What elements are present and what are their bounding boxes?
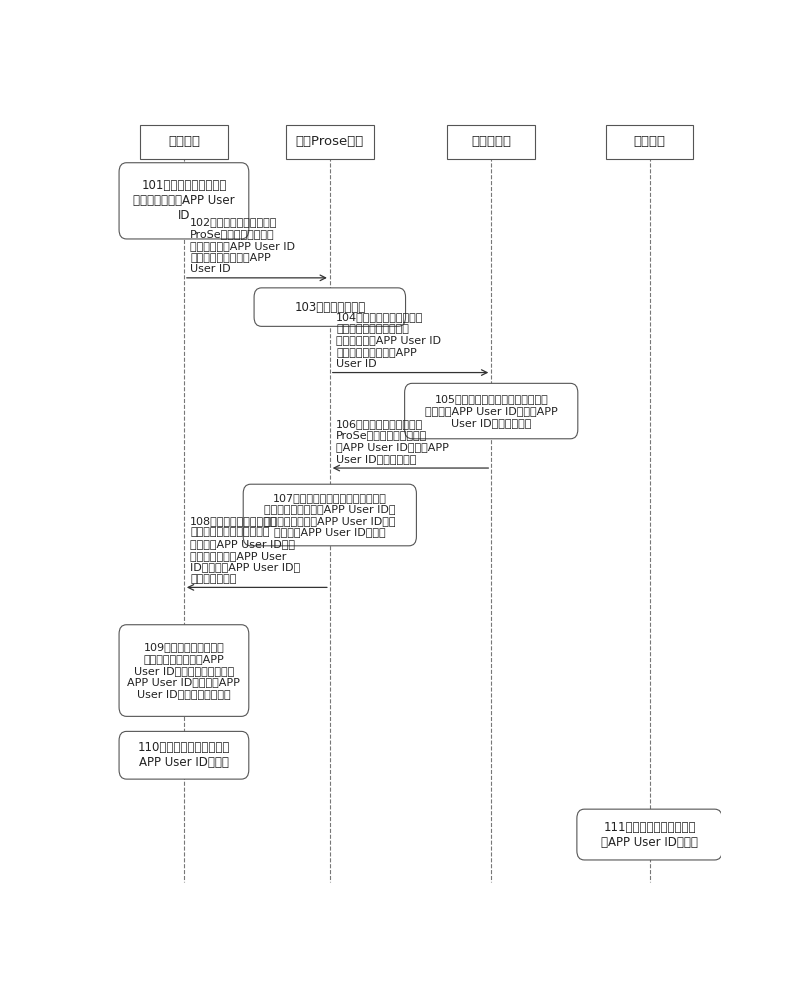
FancyBboxPatch shape bbox=[119, 731, 249, 779]
Text: 第一终端: 第一终端 bbox=[168, 135, 200, 148]
Text: 应用服务器: 应用服务器 bbox=[471, 135, 511, 148]
FancyBboxPatch shape bbox=[140, 125, 227, 158]
FancyBboxPatch shape bbox=[577, 809, 723, 860]
Text: 109、接收第四消息，并
存储第一应用用户的APP
User ID以及第二应用用户的
APP User ID与相应的APP
User ID的码字的对应关系: 109、接收第四消息，并 存储第一应用用户的APP User ID以及第二应用用… bbox=[127, 642, 240, 699]
Text: 103、接收第一消息: 103、接收第一消息 bbox=[294, 301, 365, 314]
Text: 107、接收第三消息，并根据第三消
息将第一应用用户的APP User ID以
及第二应用用户的APP User ID转换
成相应的APP User ID的码字: 107、接收第三消息，并根据第三消 息将第一应用用户的APP User ID以 … bbox=[264, 493, 396, 537]
Text: 111、监听到第一应用用户
的APP User ID的码字: 111、监听到第一应用用户 的APP User ID的码字 bbox=[601, 821, 698, 849]
Text: 第二终端: 第二终端 bbox=[634, 135, 666, 148]
FancyBboxPatch shape bbox=[119, 163, 249, 239]
Text: 110、广播第一应用用户的
APP User ID的码字: 110、广播第一应用用户的 APP User ID的码字 bbox=[138, 741, 230, 769]
FancyBboxPatch shape bbox=[244, 484, 417, 546]
Text: 第一Prose实体: 第一Prose实体 bbox=[296, 135, 364, 148]
Text: 106、发送第三消息给第一
ProSe实体，第三消息携带
将APP User ID转换成APP
User ID的码字的算法: 106、发送第三消息给第一 ProSe实体，第三消息携带 将APP User I… bbox=[336, 419, 449, 464]
FancyBboxPatch shape bbox=[286, 125, 373, 158]
Text: 101、获取第二应用用户
的应用用户标识APP User
ID: 101、获取第二应用用户 的应用用户标识APP User ID bbox=[133, 179, 235, 222]
FancyBboxPatch shape bbox=[119, 625, 249, 716]
FancyBboxPatch shape bbox=[254, 288, 405, 326]
Text: 104、发送第二消息给应用
服务器，第二消息携带第
一应用用户的APP User ID
以及第二应用用户的APP
User ID: 104、发送第二消息给应用 服务器，第二消息携带第 一应用用户的APP User… bbox=[336, 312, 441, 369]
FancyBboxPatch shape bbox=[405, 383, 578, 439]
Text: 105、接收第二消息，并根据第二消
息获取将APP User ID转换成APP
User ID的码字的算法: 105、接收第二消息，并根据第二消 息获取将APP User ID转换成APP … bbox=[425, 394, 557, 428]
FancyBboxPatch shape bbox=[606, 125, 694, 158]
Text: 108、发送第四消息给第一
终端，第四消息携带第一应
用用户的APP User ID以及
第二应用用户的APP User
ID与相应的APP User ID的
: 108、发送第四消息给第一 终端，第四消息携带第一应 用用户的APP User … bbox=[190, 516, 300, 584]
Text: 102、发送第一消息给第一
ProSe实体，第一消息携
带第一终端的APP User ID
以及第二应用用户的APP
User ID: 102、发送第一消息给第一 ProSe实体，第一消息携 带第一终端的APP Us… bbox=[190, 217, 295, 274]
FancyBboxPatch shape bbox=[448, 125, 535, 158]
